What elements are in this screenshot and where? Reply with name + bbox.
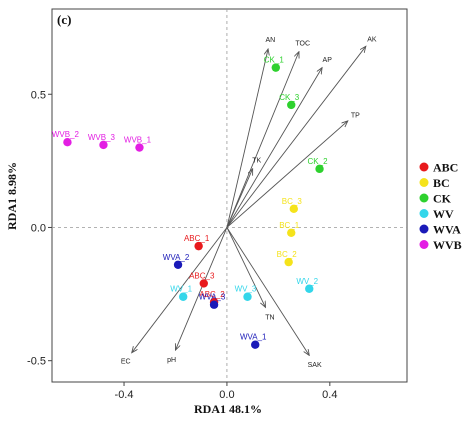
vector-arrow-an (226, 49, 268, 228)
vector-label-ph: pH (167, 357, 176, 364)
vector-label-tp: TP (351, 112, 360, 119)
y-axis-title: RDA1 8.98% (5, 162, 19, 230)
y-tick-label: 0.0 (31, 222, 46, 234)
axes: -0.4 0.0 0.4 -0.5 0.0 0.5 (27, 89, 337, 401)
point-label-wva-3: WVA_3 (199, 293, 226, 302)
legend-marker-ck (419, 193, 429, 203)
point-label-wvb-2: WVB_2 (52, 130, 80, 139)
plot-frame (51, 8, 408, 383)
vector-label-ap: AP (323, 57, 333, 64)
x-tick-label: 0.4 (322, 389, 337, 401)
x-tick-label: 0.0 (219, 389, 234, 401)
legend-marker-bc (419, 178, 429, 187)
reference-lines (52, 9, 407, 382)
vector-arrow-tk (226, 169, 253, 228)
legend-label-wva: WVA (433, 223, 461, 237)
vector-label-tk: TK (252, 158, 261, 165)
point-label-ck-1: CK_1 (264, 56, 285, 65)
vector-arrow-sak (226, 227, 309, 355)
vector-arrow-ap (226, 68, 322, 228)
point-label-wv-1: WV_1 (170, 285, 192, 294)
legend-label-ck: CK (433, 192, 452, 206)
point-label-wva-2: WVA_2 (163, 253, 190, 262)
vector-arrow-tn (226, 227, 266, 307)
point-label-abc-2: ABC_2 (199, 290, 225, 299)
legend-marker-wv (419, 209, 429, 218)
vector-label-ec: EC (121, 359, 131, 366)
x-axis-title: RDA1 48.1% (194, 402, 262, 416)
point-bc-3 (289, 204, 299, 214)
vector-label-tn: TN (265, 314, 274, 321)
legend-marker-wva (419, 224, 429, 234)
vector-label-ak: AK (367, 36, 377, 43)
point-ck-3 (287, 100, 296, 110)
point-label-wv-3: WV_3 (235, 285, 257, 294)
y-tick-label: -0.5 (27, 356, 46, 368)
point-label-bc-3: BC_3 (282, 197, 303, 206)
vector-label-an: AN (265, 37, 275, 44)
vector-arrow-ak (226, 46, 366, 228)
vector-arrow-ec (132, 227, 228, 352)
point-ck-1 (271, 63, 281, 72)
point-label-bc-2: BC_2 (277, 250, 298, 259)
point-label-wvb-1: WVB_1 (124, 136, 152, 145)
point-label-ck-3: CK_3 (279, 93, 300, 102)
point-bc-1 (287, 228, 296, 237)
point-label-bc-1: BC_1 (279, 221, 300, 230)
point-wva-1 (251, 340, 260, 349)
point-wvb-2 (63, 138, 72, 147)
legend-marker-abc (419, 162, 429, 172)
point-label-abc-1: ABC_1 (184, 234, 210, 243)
panel-label: (c) (57, 12, 71, 27)
legend-label-wv: WV (433, 207, 454, 221)
point-bc-2 (284, 257, 293, 267)
point-label-abc-3: ABC_3 (189, 271, 215, 280)
vector-arrow-tp (226, 121, 348, 228)
point-wv-3 (243, 292, 252, 301)
vector-label-sak: SAK (308, 362, 322, 369)
point-wvb-1 (135, 143, 144, 152)
legend-label-bc: BC (433, 176, 450, 190)
point-abc-1 (194, 241, 203, 251)
x-tick-label: -0.4 (115, 389, 134, 401)
point-wv-1 (178, 292, 188, 301)
point-wva-3 (209, 300, 219, 309)
sample-points: ABC_1 ABC_3 ABC_2 BC_3 BC_1 BC_2 CK_1 CK_3 CK_2 W… (52, 56, 328, 349)
point-wva-2 (173, 260, 183, 269)
point-label-wva-1: WVA_1 (240, 333, 267, 342)
environment-vectors: AN TOC AP AK TP TK TN SAK pH EC (121, 36, 377, 368)
point-ck-2 (315, 164, 324, 174)
point-wvb-3 (99, 140, 108, 150)
legend-label-abc: ABC (433, 161, 458, 175)
legend-marker-wvb (419, 240, 429, 249)
legend-label-wvb: WVB (433, 238, 462, 252)
point-label-ck-2: CK_2 (308, 157, 329, 166)
vector-arrow-toc (226, 52, 299, 228)
point-wv-2 (305, 284, 314, 293)
point-label-wv-2: WV_2 (296, 277, 318, 286)
vector-arrow-ph (175, 227, 228, 350)
y-tick-label: 0.5 (31, 89, 46, 101)
point-abc-3 (199, 279, 208, 288)
vector-label-toc: TOC (295, 40, 310, 47)
point-label-wvb-3: WVB_3 (88, 133, 116, 142)
